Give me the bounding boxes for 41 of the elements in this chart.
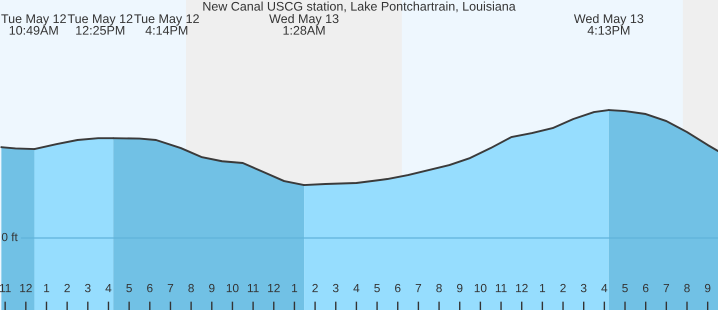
x-tick-label: 9: [209, 284, 215, 292]
x-tick-label: 9: [704, 284, 710, 292]
x-tick-label: 8: [436, 284, 442, 292]
x-tick-label: 8: [684, 284, 690, 292]
x-tick-label: 4: [601, 284, 608, 292]
text: Tue May 12 12:25PM: [68, 14, 132, 35]
x-tick-label: 5: [126, 284, 132, 292]
text: Wed May 13 1:28AM: [269, 14, 338, 35]
x-tick-label: 3: [84, 284, 91, 292]
x-tick-label: 6: [147, 284, 153, 292]
x-tick-label: 7: [168, 284, 174, 292]
x-tick-label: 11: [248, 284, 259, 292]
text: Tue May 12 4:14PM: [134, 14, 199, 35]
x-tick-label: 10: [474, 284, 486, 292]
x-tick-label: 3: [332, 284, 339, 292]
text: Tue May 12 10:49AM: [1, 14, 66, 35]
x-tick-label: 10: [226, 284, 239, 292]
x-tick-label: 2: [312, 284, 318, 292]
x-tick-label: 5: [622, 284, 628, 292]
x-tick-label: 4: [353, 284, 360, 292]
x-tick-label: 11: [496, 284, 507, 292]
x-tick-label: 1: [540, 284, 546, 292]
x-tick-label: 1: [292, 284, 298, 292]
x-tick-label: 1: [44, 284, 50, 292]
x-tick-label: 3: [580, 284, 586, 292]
x-tick-label: 8: [188, 284, 194, 292]
x-tick-label: 4: [105, 284, 112, 292]
ref-line-label: 0 ft: [2, 232, 18, 242]
x-tick-label: 7: [416, 284, 422, 292]
x-tick-label: 6: [643, 284, 648, 292]
x-tick-label: 6: [395, 284, 401, 292]
x-tick-label: 12: [20, 284, 32, 292]
x-tick-label: 9: [456, 284, 462, 292]
x-tick-label: 12: [516, 284, 528, 292]
chart-title: New Canal USCG station, Lake Pontchartrain, Louisiana: [203, 2, 516, 12]
x-tick-label: 7: [664, 284, 670, 292]
x-tick-label: 5: [374, 284, 380, 292]
x-tick-label: 12: [268, 284, 280, 292]
x-tick-label: 2: [64, 284, 70, 292]
x-tick-label: 2: [560, 284, 566, 292]
text: Wed May 13 4:13PM: [574, 14, 644, 35]
